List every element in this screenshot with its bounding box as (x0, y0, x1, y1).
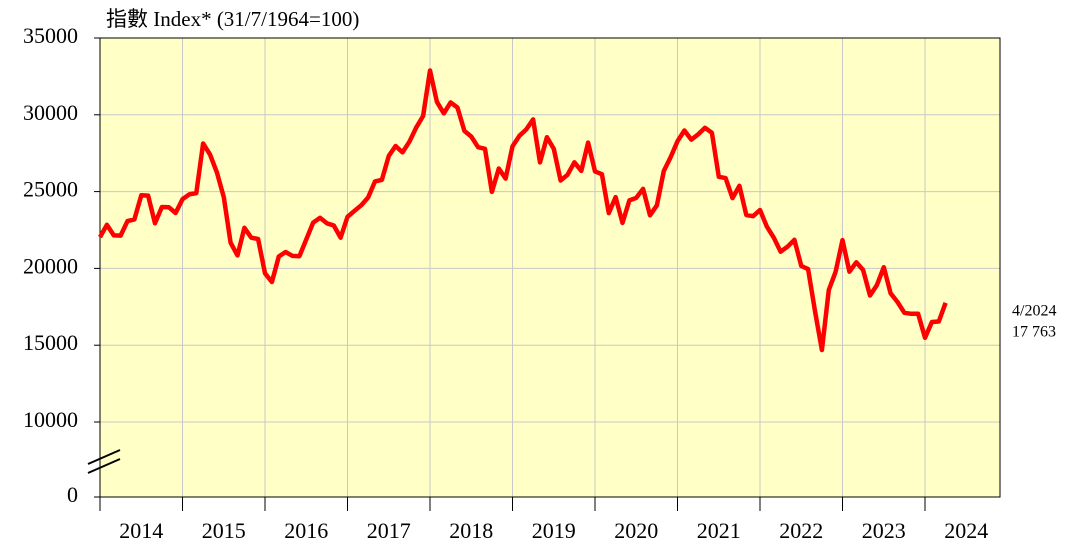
data-line (98, 68, 948, 353)
y-tick-label: 10000 (23, 407, 78, 432)
x-tick-label: 2017 (367, 518, 411, 543)
x-tick-label: 2019 (532, 518, 576, 543)
plot-border (99, 37, 1001, 498)
annotation: 17 763 (1012, 324, 1056, 341)
x-tick-label: 2014 (119, 518, 163, 543)
x-tick-label: 2015 (202, 518, 246, 543)
axis-break (87, 449, 121, 465)
axis-break (87, 458, 121, 474)
x-tick-label: 2020 (614, 518, 658, 543)
x-tick-label: 2018 (449, 518, 493, 543)
annotation: 4/2024 (1012, 303, 1056, 320)
x-tick-label: 2016 (284, 518, 328, 543)
y-tick-label: 0 (67, 482, 78, 507)
y-tick-label: 35000 (23, 23, 78, 48)
y-tick-label: 15000 (23, 330, 78, 355)
x-tick-label: 2024 (944, 518, 988, 543)
plot-area (100, 38, 1000, 497)
y-tick-label: 20000 (23, 253, 78, 278)
y-tick-label: 25000 (23, 177, 78, 202)
x-tick-label: 2021 (697, 518, 741, 543)
chart-title: 指數 Index* (31/7/1964=100) (106, 7, 359, 31)
x-tick-label: 2023 (862, 518, 906, 543)
x-tick-label: 2022 (779, 518, 823, 543)
y-tick-label: 30000 (23, 100, 78, 125)
